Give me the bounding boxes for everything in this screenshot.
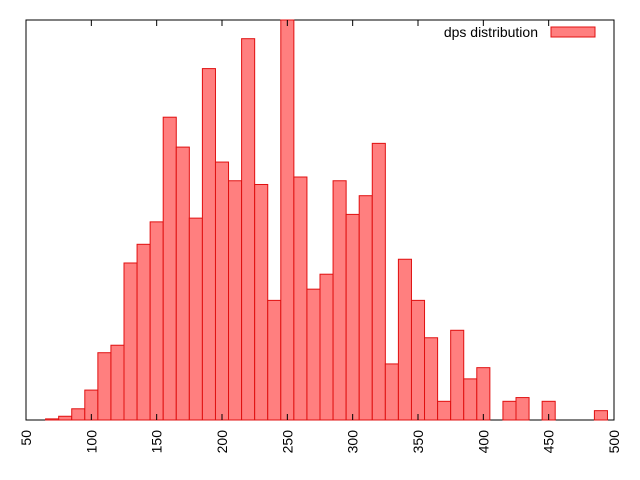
histogram-bar — [397, 258, 412, 421]
histogram-bar — [437, 400, 452, 421]
histogram-bar — [345, 213, 360, 421]
histogram-bar — [293, 176, 308, 421]
histogram-bar — [254, 183, 269, 421]
x-tick-label: 400 — [475, 430, 491, 454]
histogram-bar — [149, 221, 164, 421]
histogram-bar — [123, 262, 138, 421]
histogram-bar — [136, 243, 151, 421]
x-tick-label: 100 — [83, 430, 99, 454]
histogram-bar — [410, 299, 426, 421]
bars-group — [45, 19, 608, 421]
histogram-bar — [228, 180, 243, 421]
histogram-bar — [58, 415, 73, 421]
x-tick-label: 200 — [214, 430, 230, 454]
histogram-bar — [280, 19, 295, 421]
histogram-bar — [515, 397, 530, 421]
legend-swatch — [550, 26, 596, 38]
histogram-bar — [358, 195, 373, 421]
histogram-bar — [45, 418, 60, 421]
x-tick-label: 300 — [345, 430, 361, 454]
x-tick-label: 500 — [606, 430, 622, 454]
histogram-bar — [593, 410, 608, 421]
histogram-bar — [424, 337, 439, 421]
histogram-bar — [175, 146, 190, 421]
legend: dps distribution — [444, 24, 596, 40]
histogram-bar — [162, 116, 177, 421]
histogram-bar — [71, 408, 86, 421]
histogram-bar — [97, 352, 112, 421]
histogram-bar — [502, 400, 517, 421]
histogram-bar — [450, 329, 465, 421]
x-tick-label: 150 — [149, 430, 165, 454]
x-tick-label: 350 — [410, 430, 426, 454]
histogram-bar — [110, 344, 125, 421]
histogram-bar — [463, 378, 478, 421]
histogram-bar — [201, 68, 216, 421]
histogram-bar — [319, 273, 334, 421]
histogram-bar — [214, 161, 230, 421]
legend-label: dps distribution — [444, 24, 538, 40]
histogram-bar — [241, 38, 256, 421]
histogram-bar — [188, 217, 203, 421]
histogram-bar — [384, 363, 399, 421]
x-tick-label: 50 — [18, 430, 34, 446]
x-tick-label: 250 — [279, 430, 295, 454]
histogram-bar — [476, 367, 491, 421]
x-axis-ticks: 50 100 150 200 250 300 350 400 450 500 — [18, 20, 622, 453]
x-tick-label: 450 — [541, 430, 557, 454]
histogram-bar — [332, 180, 347, 421]
histogram-bar — [306, 288, 321, 421]
histogram-bar — [371, 142, 386, 421]
histogram-bar — [267, 299, 282, 421]
